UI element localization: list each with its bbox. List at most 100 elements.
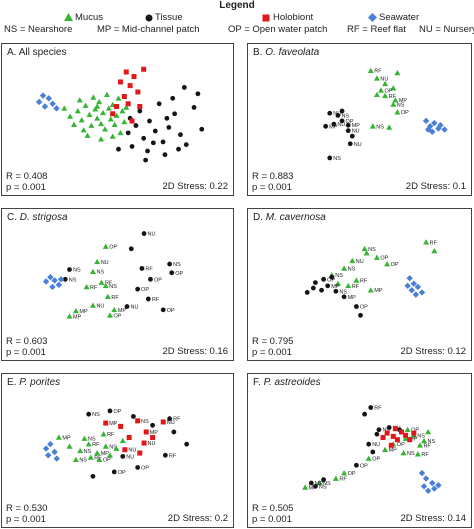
point-tissue-23 xyxy=(164,115,170,121)
site-label: OP xyxy=(109,245,117,251)
point-holobiont-3 xyxy=(143,429,149,435)
point-tissue-20 xyxy=(181,85,187,90)
point-holobiont-4 xyxy=(403,432,409,438)
site-label: NS xyxy=(92,412,100,418)
point-mucus-12 xyxy=(363,250,370,256)
site-label: MP xyxy=(374,288,383,294)
site-label: MP xyxy=(62,436,71,442)
point-tissue-0 xyxy=(86,411,92,417)
point-mucus-27 xyxy=(123,104,130,110)
site-label: NU xyxy=(148,232,156,238)
point-mucus-1 xyxy=(66,443,73,449)
stress-value: 2D Stress: 0.12 xyxy=(400,346,466,357)
point-tissue-3 xyxy=(331,121,337,127)
point-mucus-6 xyxy=(423,239,430,245)
r-value: R = 0.408 xyxy=(6,171,48,182)
point-tissue-7 xyxy=(120,453,126,459)
point-mucus-9 xyxy=(345,282,352,289)
point-mucus-11 xyxy=(334,280,341,286)
stress-value: 2D Stress: 0.14 xyxy=(400,513,466,524)
stress-value: 2D Stress: 0.16 xyxy=(162,346,228,357)
point-mucus-9 xyxy=(98,120,105,127)
point-tissue-9 xyxy=(313,483,318,489)
point-mucus-10 xyxy=(113,445,120,451)
point-holobiont-9 xyxy=(380,435,386,441)
point-tissue-6 xyxy=(354,462,359,468)
point-tissue-8 xyxy=(358,312,363,318)
point-tissue-10 xyxy=(128,246,134,252)
site-label: MP xyxy=(348,295,357,301)
site-label: NS xyxy=(79,458,87,464)
point-mucus-4 xyxy=(86,111,93,117)
point-mucus-7 xyxy=(87,454,94,460)
site-label: RF xyxy=(389,94,397,100)
point-seawater-1 xyxy=(41,103,49,110)
site-label: MP xyxy=(409,437,418,443)
p-value: p = 0.001 xyxy=(6,347,46,358)
point-mucus-0 xyxy=(361,245,368,252)
point-tissue-3 xyxy=(147,118,152,124)
point-tissue-0 xyxy=(327,110,333,116)
point-mucus-10 xyxy=(367,287,374,293)
point-tissue-8 xyxy=(67,267,72,272)
point-mucus-6 xyxy=(96,456,103,463)
point-seawater-0 xyxy=(422,117,430,125)
point-mucus-17 xyxy=(115,95,122,101)
point-tissue-18 xyxy=(116,146,121,152)
point-tissue-5 xyxy=(145,296,151,302)
site-label: OP xyxy=(118,470,126,476)
panel-title: E. P. porites xyxy=(7,377,61,388)
point-mucus-8 xyxy=(365,455,372,461)
point-holobiont-3 xyxy=(131,74,137,80)
point-mucus-3 xyxy=(349,257,356,264)
point-mucus-4 xyxy=(83,283,90,290)
circle-icon xyxy=(145,14,153,22)
site-label: MP xyxy=(352,123,361,129)
point-mucus-9 xyxy=(386,124,393,130)
point-mucus-4 xyxy=(94,450,101,456)
stress-value: 2D Stress: 0.2 xyxy=(167,513,228,524)
legend-title: Legend xyxy=(219,0,255,11)
site-label: NU xyxy=(354,142,362,148)
point-mucus-11 xyxy=(100,431,107,437)
point-holobiont-11 xyxy=(123,69,129,75)
panel-a: A. All species R = 0.408 p = 0.001 2D St… xyxy=(1,43,234,196)
point-seawater-1 xyxy=(422,475,430,482)
panel-title: B. O. faveolata xyxy=(253,47,320,58)
point-holobiont-8 xyxy=(150,435,156,441)
p-value: p = 0.001 xyxy=(6,514,46,525)
point-tissue-2 xyxy=(141,135,147,141)
legend-site-nu: NU = Nursery xyxy=(419,24,474,35)
panel-title: D. M. cavernosa xyxy=(253,212,326,223)
site-label: MP xyxy=(331,284,340,290)
legend-holobiont: Holobiont xyxy=(273,12,314,23)
site-label: MP xyxy=(79,309,88,315)
point-tissue-7 xyxy=(321,477,326,483)
site-label: OP xyxy=(154,277,162,283)
site-label: RF xyxy=(173,417,181,423)
point-mucus-1 xyxy=(394,69,401,76)
point-tissue-1 xyxy=(335,113,341,118)
point-mucus-24 xyxy=(121,118,128,125)
triangle-icon xyxy=(64,13,73,21)
point-mucus-13 xyxy=(425,428,432,435)
point-mucus-11 xyxy=(316,480,323,486)
point-holobiont-1 xyxy=(392,426,398,432)
point-seawater-4 xyxy=(429,128,436,135)
point-holobiont-6 xyxy=(137,450,143,456)
site-label: NS xyxy=(69,277,77,283)
site-label: OP xyxy=(385,88,393,94)
point-mucus-8 xyxy=(353,277,360,283)
point-mucus-20 xyxy=(70,121,77,127)
site-label: OP xyxy=(346,119,354,125)
point-mucus-12 xyxy=(382,92,389,99)
point-tissue-9 xyxy=(345,122,351,128)
site-label: NS xyxy=(323,481,331,487)
point-mucus-4 xyxy=(373,91,380,97)
site-label: RF xyxy=(169,453,177,459)
point-mucus-3 xyxy=(421,437,428,444)
point-seawater-5 xyxy=(412,291,420,298)
panel-f: OPNSMPNSRFOPNSMPOPOPRFNSMPRFRFNUNUNUOPMP… xyxy=(247,373,472,528)
point-mucus-2 xyxy=(78,117,85,123)
point-tissue-5 xyxy=(345,128,351,134)
